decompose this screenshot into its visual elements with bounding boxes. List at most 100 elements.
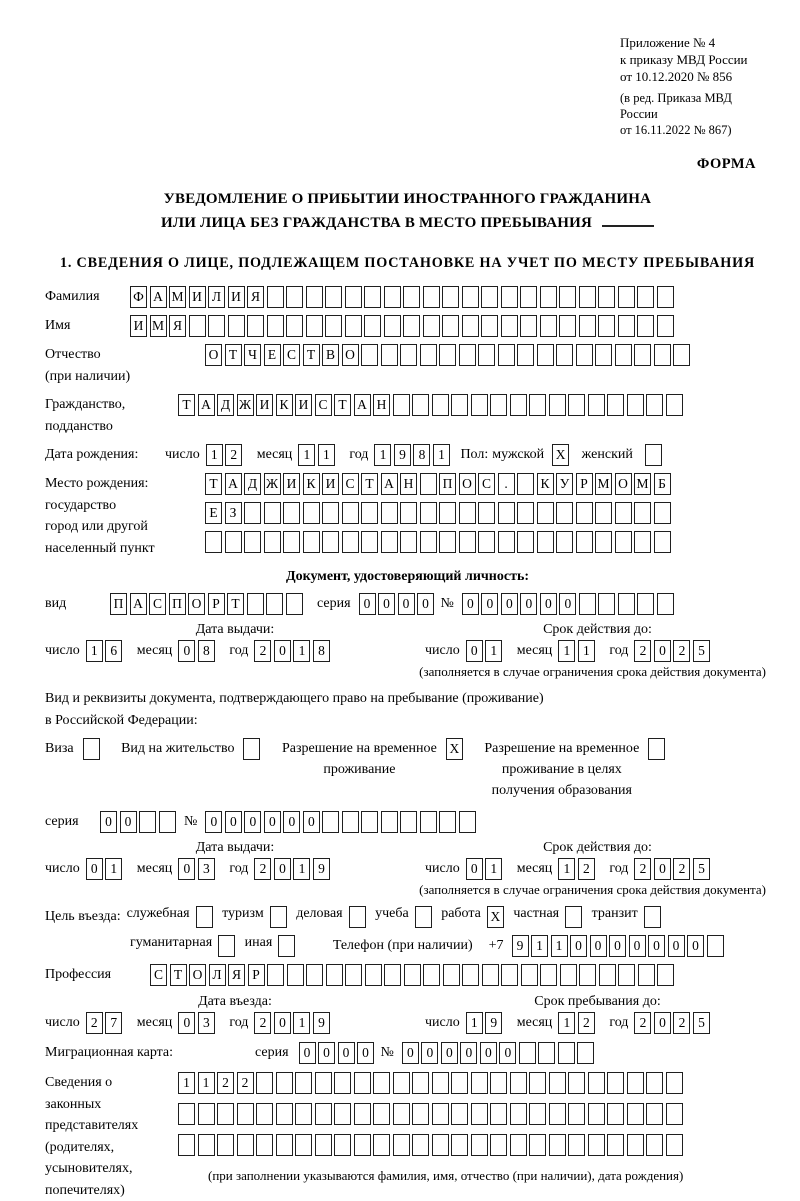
checkbox-vid-na-zhitelstvo[interactable] [243, 738, 261, 760]
representatives-row3[interactable] [178, 1134, 685, 1156]
doc-expiry-label: Срок действия до: [543, 622, 652, 637]
edition-block: (в ред. Приказа МВД России от 16.11.2022… [620, 90, 770, 138]
cell-box [520, 315, 537, 337]
female-checkbox[interactable] [644, 444, 665, 466]
checkbox-chastnaya[interactable] [565, 906, 583, 928]
cell-box [518, 1042, 536, 1064]
identity-date-headers: Дата выдачи: Срок действия до: [45, 622, 770, 638]
checkbox-tranzit[interactable] [643, 906, 661, 928]
date-part-label: месяц [516, 861, 553, 877]
checkbox-razreshenie-vremennoe-prozhivanie[interactable]: X [445, 738, 463, 760]
cell-box [656, 593, 674, 615]
cell-box: 1 [293, 640, 311, 662]
checkbox-turizm[interactable] [269, 906, 287, 928]
checkbox-visa[interactable] [82, 738, 100, 760]
cell-box: 0 [273, 1012, 291, 1034]
cell-box [653, 502, 671, 524]
residence-expiry-date[interactable]: число 0 1 месяц 1 2 год 2 0 2 5 [425, 858, 712, 880]
cell-box: 2 [673, 858, 691, 880]
checkbox-delovaya[interactable] [348, 906, 366, 928]
male-checkbox[interactable]: X [552, 444, 572, 466]
cell-box [458, 531, 476, 553]
checkbox-sluzhebnaya[interactable] [195, 906, 213, 928]
cell-box [665, 1103, 683, 1125]
entry-date-field[interactable]: число 2 7 месяц 0 3 год 2 0 1 9 [45, 1012, 332, 1034]
cell-box: 1 [205, 444, 223, 466]
residence-issue-date[interactable]: число 0 1 месяц 0 3 год 2 0 1 9 [45, 858, 332, 880]
cell-box [458, 502, 476, 524]
birthdate-field[interactable]: число 1 2 месяц 1 1 год 1 9 8 1 [165, 444, 452, 466]
cell-box [341, 531, 359, 553]
doc-issue-date[interactable]: число 1 6 месяц 0 8 год 2 0 1 8 [45, 640, 332, 662]
cell-box [266, 286, 284, 308]
representatives-row2[interactable] [178, 1103, 685, 1125]
cell-box: 8 [312, 640, 330, 662]
cell-box [246, 593, 264, 615]
cell-box [656, 286, 674, 308]
checkbox-inaya[interactable] [278, 935, 296, 957]
patronymic-label: Отчество (при наличии) [45, 344, 205, 387]
cell-box: Я [169, 315, 186, 337]
stay-until-field[interactable]: число 1 9 месяц 1 2 год 2 0 2 5 [425, 1012, 712, 1034]
doc-expiry-date[interactable]: число 0 1 месяц 1 1 год 2 0 2 5 [425, 640, 712, 662]
checkbox-razreshenie-obrazovanie[interactable] [648, 738, 666, 760]
date-part-label: год [609, 1015, 629, 1031]
cell-box: 3 [197, 1012, 215, 1034]
birthplace-row3[interactable] [205, 531, 673, 553]
cell-box: Н [373, 394, 390, 416]
cell-box: 0 [100, 811, 117, 833]
cell-box [419, 811, 437, 833]
checkbox-gumanitarnaya[interactable] [218, 935, 236, 957]
cell-box: 0 [224, 811, 242, 833]
cell-box: 8 [197, 640, 215, 662]
cell-box: Д [217, 394, 234, 416]
date-part-label: число [425, 643, 460, 659]
checkbox-ucheba[interactable] [414, 906, 432, 928]
cell-box: 0 [539, 593, 557, 615]
option-label-sluzhebnaya: служебная [126, 906, 190, 921]
cell-box: Т [334, 394, 351, 416]
cell-box: 0 [119, 811, 137, 833]
checkbox-rabota[interactable]: X [486, 906, 504, 928]
cell-box: О [188, 593, 205, 615]
